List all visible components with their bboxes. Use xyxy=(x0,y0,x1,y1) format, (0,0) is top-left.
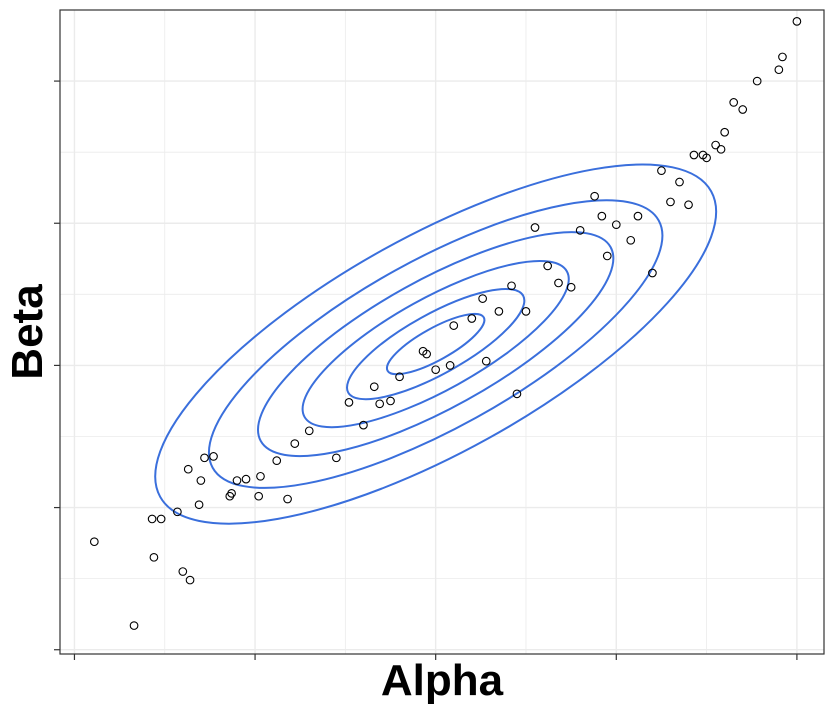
data-point xyxy=(507,281,516,291)
data-point xyxy=(611,220,621,230)
data-point xyxy=(290,439,300,448)
data-point xyxy=(648,268,657,278)
data-point xyxy=(178,567,188,576)
data-point xyxy=(478,294,487,303)
data-point xyxy=(209,452,218,461)
data-point xyxy=(752,76,762,86)
data-point xyxy=(185,575,195,585)
data-point xyxy=(183,464,193,474)
data-point xyxy=(512,389,522,399)
data-point xyxy=(626,235,636,245)
data-point xyxy=(666,197,675,207)
data-point xyxy=(359,420,368,430)
data-point xyxy=(256,471,265,481)
data-point xyxy=(602,251,612,261)
density-contours xyxy=(154,163,718,525)
data-point xyxy=(566,282,576,292)
plot-background xyxy=(60,10,824,654)
data-point xyxy=(675,177,684,187)
data-point xyxy=(227,489,236,498)
plot-frame xyxy=(59,9,825,655)
data-point xyxy=(254,491,264,501)
data-point xyxy=(575,226,585,235)
data-point xyxy=(147,514,157,524)
data-point xyxy=(232,476,242,485)
data-point xyxy=(716,144,726,154)
data-point xyxy=(543,261,553,271)
density-contour xyxy=(301,259,570,429)
data-point xyxy=(597,211,607,221)
data-point xyxy=(702,153,711,163)
data-point xyxy=(272,456,282,466)
data-point xyxy=(792,17,802,26)
data-point xyxy=(657,166,666,175)
data-point xyxy=(711,140,720,150)
data-point xyxy=(467,314,477,323)
grid-lines xyxy=(60,10,824,654)
data-point xyxy=(720,127,730,137)
x-axis-title: Alpha xyxy=(381,656,504,705)
data-point xyxy=(304,426,314,436)
data-point xyxy=(173,507,182,517)
data-point xyxy=(689,150,699,160)
data-point xyxy=(156,514,166,524)
data-point xyxy=(129,621,139,630)
data-point xyxy=(494,307,504,316)
density-contour xyxy=(385,312,486,376)
data-point xyxy=(196,476,206,485)
data-point xyxy=(200,453,209,463)
data-point xyxy=(194,500,204,510)
density-contour xyxy=(207,199,664,489)
data-point xyxy=(449,321,459,330)
data-point xyxy=(283,494,292,504)
data-point xyxy=(521,307,531,316)
axis-ticks xyxy=(54,80,798,660)
data-point xyxy=(445,361,455,370)
data-point xyxy=(149,552,159,562)
data-point xyxy=(633,211,643,221)
data-point xyxy=(774,65,784,75)
data-point xyxy=(530,223,540,232)
data-point xyxy=(89,537,99,547)
data-point xyxy=(369,382,379,392)
data-point xyxy=(344,398,354,407)
data-point xyxy=(431,365,441,375)
y-axis-title: Beta xyxy=(3,284,52,380)
data-point xyxy=(738,105,748,114)
data-point xyxy=(729,98,739,107)
data-point xyxy=(331,453,341,463)
data-point xyxy=(422,349,431,359)
density-contour xyxy=(154,163,718,525)
data-points xyxy=(89,17,802,630)
data-point xyxy=(386,396,395,406)
data-point xyxy=(684,200,693,210)
data-point xyxy=(375,399,385,409)
data-point xyxy=(241,474,251,484)
data-point xyxy=(590,191,599,201)
data-point xyxy=(778,52,787,62)
data-point xyxy=(481,356,491,366)
data-point xyxy=(554,278,563,288)
density-contour xyxy=(346,287,526,401)
data-point xyxy=(395,372,404,382)
density-contour xyxy=(257,231,615,458)
